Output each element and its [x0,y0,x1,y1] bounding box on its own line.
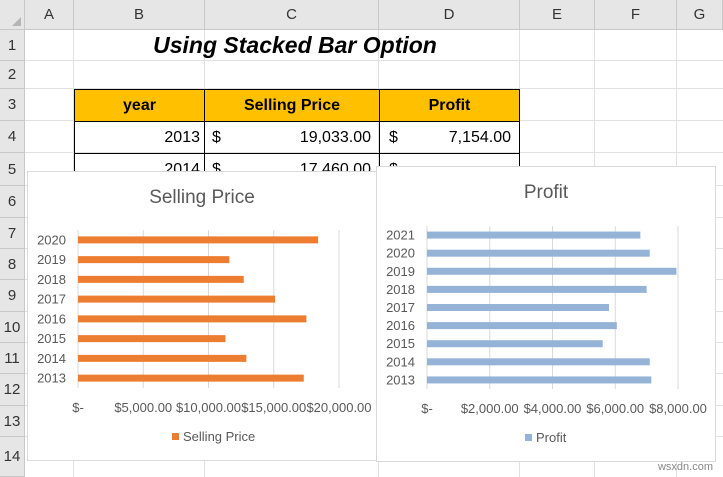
bar [78,315,307,323]
y-tick-label: 2019 [37,252,66,267]
bar [78,335,226,343]
x-tick-label: $- [421,401,433,416]
cell-year-value: 2013 [164,129,200,146]
y-tick-label: 2018 [37,272,66,287]
row-header-12[interactable]: 12 [0,374,25,406]
bar [427,231,641,239]
bar [78,295,276,303]
row-header-10[interactable]: 10 [0,312,25,343]
select-all-triangle-icon [12,17,21,26]
row-header-5[interactable]: 5 [0,153,25,186]
sheet-title[interactable]: Using Stacked Bar Option [153,31,437,58]
x-tick-label: $10,000.00 [176,400,241,415]
column-header-d[interactable]: D [379,0,520,30]
cell-selling-price[interactable]: $ 19,033.00 [204,121,380,154]
row-header-14[interactable]: 14 [0,437,25,477]
y-tick-label: 2020 [37,232,66,247]
chart-selling-price[interactable]: Selling Price $- $5,000.00 $10,000.00 $15,0… [27,171,377,461]
header-cell-profit[interactable]: Profit [379,89,520,122]
currency-symbol: $ [389,129,398,146]
row-header-8[interactable]: 8 [0,249,25,280]
bar [78,256,230,264]
header-cell-selling-price[interactable]: Selling Price [204,89,380,122]
bar [78,374,304,382]
legend-label: Selling Price [183,429,256,444]
y-tick-label: 2016 [37,311,66,326]
y-tick-label: 2014 [37,351,66,366]
cell-profit[interactable]: $ 7,154.00 [379,121,520,154]
bar [427,285,647,293]
legend-swatch [172,433,179,440]
y-tick-label: 2016 [386,318,415,333]
row-header-3[interactable]: 3 [0,89,25,121]
y-tick-label: 2020 [386,246,415,261]
bar [78,354,247,362]
column-header-e[interactable]: E [520,0,595,30]
x-tick-label: $- [72,400,84,415]
y-tick-label: 2018 [386,282,415,297]
chart-plot-area: $- $2,000.00 $4,000.00 $6,000.00 $8,000.00 20… [386,226,707,416]
bar [427,376,652,384]
cell-year[interactable]: 2013 [74,121,205,154]
y-tick-label: 2014 [386,354,415,369]
legend-label: Profit [536,430,567,445]
row-header-9[interactable]: 9 [0,280,25,312]
row-header-4[interactable]: 4 [0,121,25,153]
row-header-6[interactable]: 6 [0,186,25,218]
y-tick-label: 2021 [386,228,415,243]
x-tick-label: $15,000.00 [241,400,306,415]
y-tick-label: 2017 [386,300,415,315]
x-tick-label: $4,000.00 [524,401,582,416]
cell-profit-value: 7,154.00 [448,129,511,146]
gridline [25,60,723,61]
y-tick-label: 2017 [37,292,66,307]
bar [78,275,244,283]
chart-legend: Selling Price [172,429,255,444]
row-header-2[interactable]: 2 [0,61,25,89]
row-header-13[interactable]: 13 [0,406,25,437]
x-tick-label: $20,000.00 [306,400,371,415]
x-tick-label: $2,000.00 [461,401,519,416]
x-tick-label: $6,000.00 [586,401,644,416]
chart-legend: Profit [525,430,566,445]
currency-symbol: $ [212,161,221,178]
bar [427,249,650,257]
row-header-1[interactable]: 1 [0,30,25,61]
row-header-11[interactable]: 11 [0,343,25,374]
column-header-c[interactable]: C [205,0,379,30]
chart-title: Profit [523,182,569,203]
gridline [25,88,723,89]
cell-selling-value: 19,033.00 [299,129,371,146]
column-header-a[interactable]: A [25,0,74,30]
x-tick-label: $5,000.00 [114,400,172,415]
gridline [25,152,723,153]
column-header-b[interactable]: B [74,0,205,30]
bar [427,322,617,330]
bar [427,358,650,366]
chart-plot-area: $- $5,000.00 $10,000.00 $15,000.00 $20,000.0… [37,230,372,415]
x-tick-label: $8,000.00 [649,401,707,416]
bar [78,236,319,244]
bar [427,340,603,348]
row-header-7[interactable]: 7 [0,218,25,249]
bar [427,304,609,311]
y-tick-label: 2013 [37,371,66,386]
chart-title: Selling Price [149,187,255,208]
select-all-button[interactable] [0,0,25,30]
watermark: wsxdn.com [657,461,713,473]
column-header-g[interactable]: G [677,0,723,30]
column-header-f[interactable]: F [595,0,677,30]
y-tick-label: 2015 [386,336,415,351]
bar [427,267,677,275]
chart-profit[interactable]: Profit $- $2,000.00 $4,000.00 $6,000.00 $8,0… [376,166,716,462]
y-tick-label: 2019 [386,264,415,279]
header-cell-year[interactable]: year [74,89,205,122]
y-tick-label: 2013 [386,372,415,387]
legend-swatch [525,434,532,441]
currency-symbol: $ [212,129,221,146]
y-tick-label: 2015 [37,331,66,346]
